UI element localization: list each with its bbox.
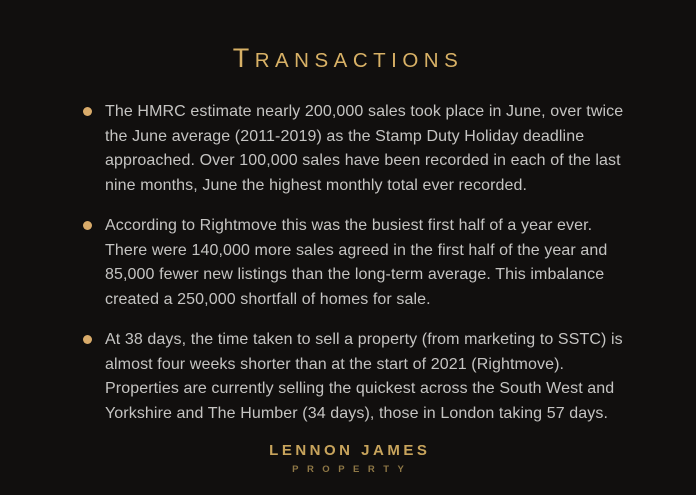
bullet-item: The HMRC estimate nearly 200,000 sales t… — [83, 100, 686, 198]
bullet-text-hmrc-sales: The HMRC estimate nearly 200,000 sales t… — [105, 103, 624, 194]
slide-title: Transactions — [232, 43, 464, 73]
bullet-text-time-to-sell: At 38 days, the time taken to sell a pro… — [105, 331, 623, 422]
bullet-text-rightmove-busiest: According to Rightmove this was the busi… — [105, 217, 608, 308]
bullet-icon — [83, 335, 92, 344]
bullet-item: At 38 days, the time taken to sell a pro… — [83, 328, 686, 426]
bullet-icon — [83, 221, 92, 230]
bullet-list: The HMRC estimate nearly 200,000 sales t… — [0, 100, 696, 426]
brand-logo: LENNON JAMES PROPERTY — [0, 442, 696, 475]
bullet-item: According to Rightmove this was the busi… — [83, 214, 686, 312]
brand-tagline: PROPERTY — [292, 464, 413, 475]
brand-name: LENNON JAMES — [269, 442, 431, 459]
bullet-icon — [83, 107, 92, 116]
